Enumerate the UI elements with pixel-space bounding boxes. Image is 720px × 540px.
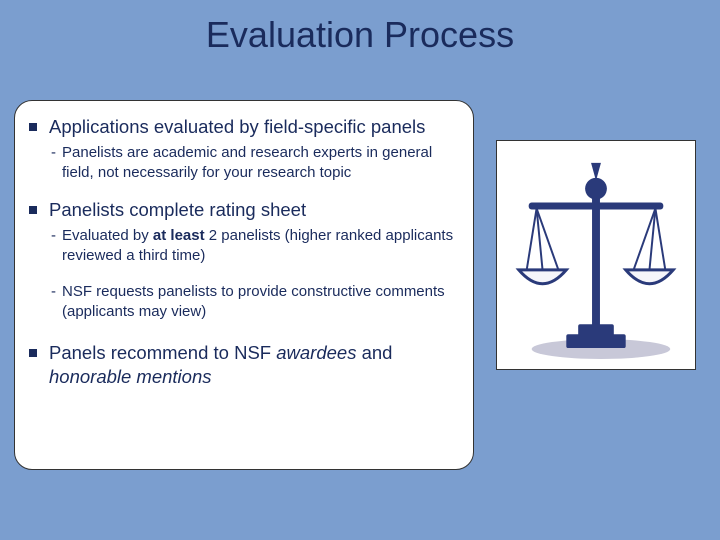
slide-title: Evaluation Process [0,0,720,74]
square-bullet-icon [29,206,37,214]
sub-bullet-text: Evaluated by at least 2 panelists (highe… [62,226,459,267]
sub-bullet-item: - Evaluated by at least 2 panelists (hig… [51,226,459,267]
scales-of-justice-icon [497,141,695,369]
dash-icon: - [51,143,56,163]
bullet-text: Panelists complete rating sheet [49,198,306,222]
bullet-text: Panels recommend to NSF awardees and hon… [49,341,459,389]
content-panel: Applications evaluated by field-specific… [14,100,474,470]
sub-bullet-item: - Panelists are academic and research ex… [51,143,459,184]
sub-bullet-item: - NSF requests panelists to provide cons… [51,282,459,323]
sub-bullet-text: Panelists are academic and research expe… [62,143,459,184]
square-bullet-icon [29,123,37,131]
bullet-item: Panelists complete rating sheet [29,198,459,222]
scales-image-panel [496,140,696,370]
bullet-text: Applications evaluated by field-specific… [49,115,425,139]
dash-icon: - [51,226,56,246]
bullet-item: Panels recommend to NSF awardees and hon… [29,341,459,389]
square-bullet-icon [29,349,37,357]
dash-icon: - [51,282,56,302]
sub-bullet-text: NSF requests panelists to provide constr… [62,282,459,323]
bullet-item: Applications evaluated by field-specific… [29,115,459,139]
